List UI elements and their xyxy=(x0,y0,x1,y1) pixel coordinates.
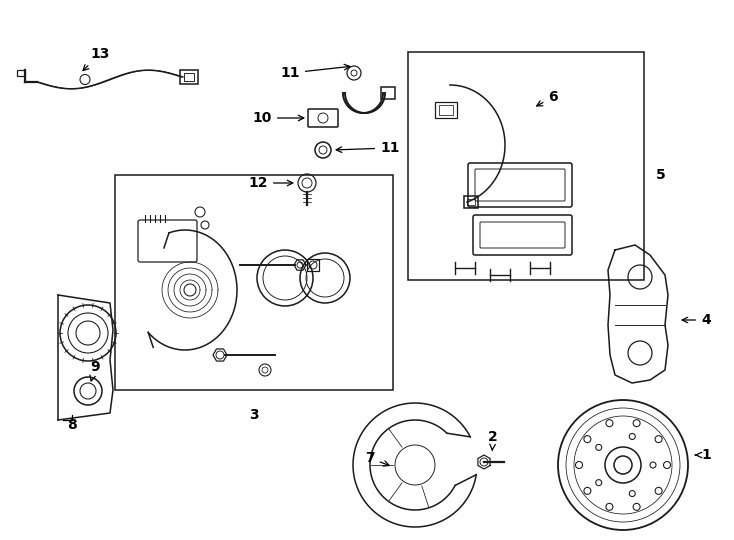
Bar xyxy=(439,105,453,115)
Text: 9: 9 xyxy=(90,360,100,381)
Bar xyxy=(381,87,395,99)
Text: 4: 4 xyxy=(682,313,711,327)
Text: 7: 7 xyxy=(366,451,389,466)
Text: 10: 10 xyxy=(252,111,304,125)
Text: 12: 12 xyxy=(249,176,293,190)
Text: 6: 6 xyxy=(537,90,558,106)
Bar xyxy=(115,175,393,390)
Text: 2: 2 xyxy=(488,430,498,450)
Bar xyxy=(307,259,319,271)
Text: 13: 13 xyxy=(83,47,109,71)
Bar xyxy=(17,70,25,76)
Text: 8: 8 xyxy=(67,418,77,432)
Bar xyxy=(180,70,198,84)
Bar xyxy=(435,102,457,118)
Bar xyxy=(408,52,644,280)
Bar xyxy=(184,73,194,81)
Text: 1: 1 xyxy=(695,448,711,462)
Text: 11: 11 xyxy=(336,141,399,155)
Bar xyxy=(467,199,475,205)
Text: 3: 3 xyxy=(249,408,259,422)
Text: 11: 11 xyxy=(280,64,350,80)
Text: 5: 5 xyxy=(656,168,666,182)
Bar xyxy=(464,196,478,208)
